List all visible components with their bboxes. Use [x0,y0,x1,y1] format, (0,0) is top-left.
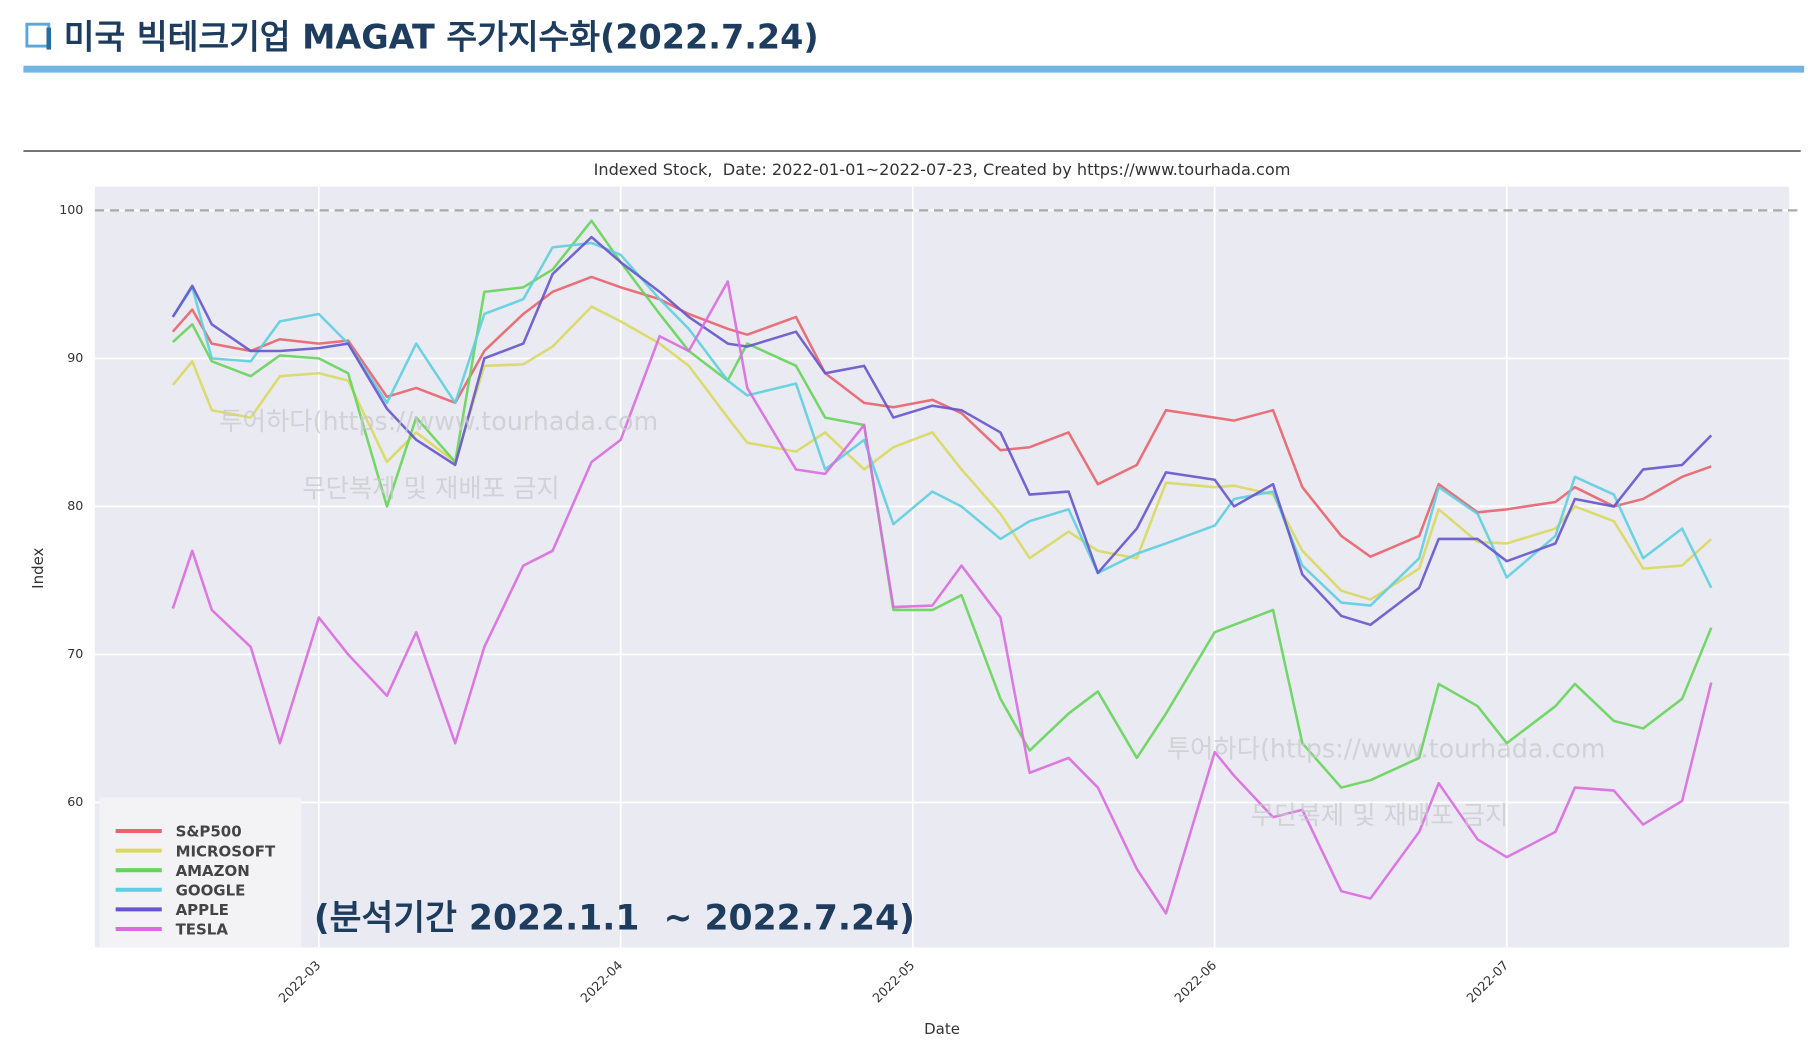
series-line [171,219,1713,789]
x-axis-label: Date [924,1020,960,1038]
period-annotation: (분석기간 2022.1.1 ~ 2022.7.24) [314,898,915,938]
page-title: 미국 빅테크기업 MAGAT 주가지수화(2022.7.24) [64,18,819,57]
x-tick-label: 2022-06 [1171,958,1219,1006]
legend-label: S&P500 [176,823,242,841]
watermark: 투어하다(https://www.tourhada.com [219,406,658,436]
legend-label: MICROSOFT [176,842,276,860]
series-line [171,305,1713,601]
y-axis-label: Index [29,547,47,588]
x-tick-label: 2022-07 [1463,958,1511,1006]
legend-box [99,797,302,948]
x-tick-label: 2022-03 [275,958,323,1006]
legend-label: AMAZON [176,862,250,880]
x-tick-label: 2022-04 [577,958,625,1006]
series-line [171,275,1712,558]
series-line [171,280,1713,915]
series-line [171,235,1713,627]
y-tick-label: 70 [67,646,83,661]
plot-area [94,186,1790,948]
y-tick-label: 60 [67,794,83,809]
overlay: 투어하다(https://www.tourhada.com 무단복제 및 재배포 … [99,406,1606,948]
legend-label: TESLA [176,921,229,939]
watermark: 투어하다(https://www.tourhada.com [1167,733,1606,763]
watermark: 무단복제 및 재배포 금지 [302,473,559,503]
chart-title: Indexed Stock, Date: 2022-01-01~2022-07-… [594,160,1291,179]
title-icon [25,22,51,48]
legend-label: GOOGLE [176,881,246,899]
x-tick-label: 2022-05 [869,958,917,1006]
watermark: 무단복제 및 재배포 금지 [1251,800,1508,830]
y-tick-label: 100 [59,202,83,217]
series-line [171,241,1713,607]
lines [171,219,1713,915]
title-icon-shadow [46,27,52,50]
y-tick-label: 90 [67,350,83,365]
y-tick-label: 80 [67,498,83,513]
title-bar [23,65,1805,73]
legend-label: APPLE [176,901,229,919]
